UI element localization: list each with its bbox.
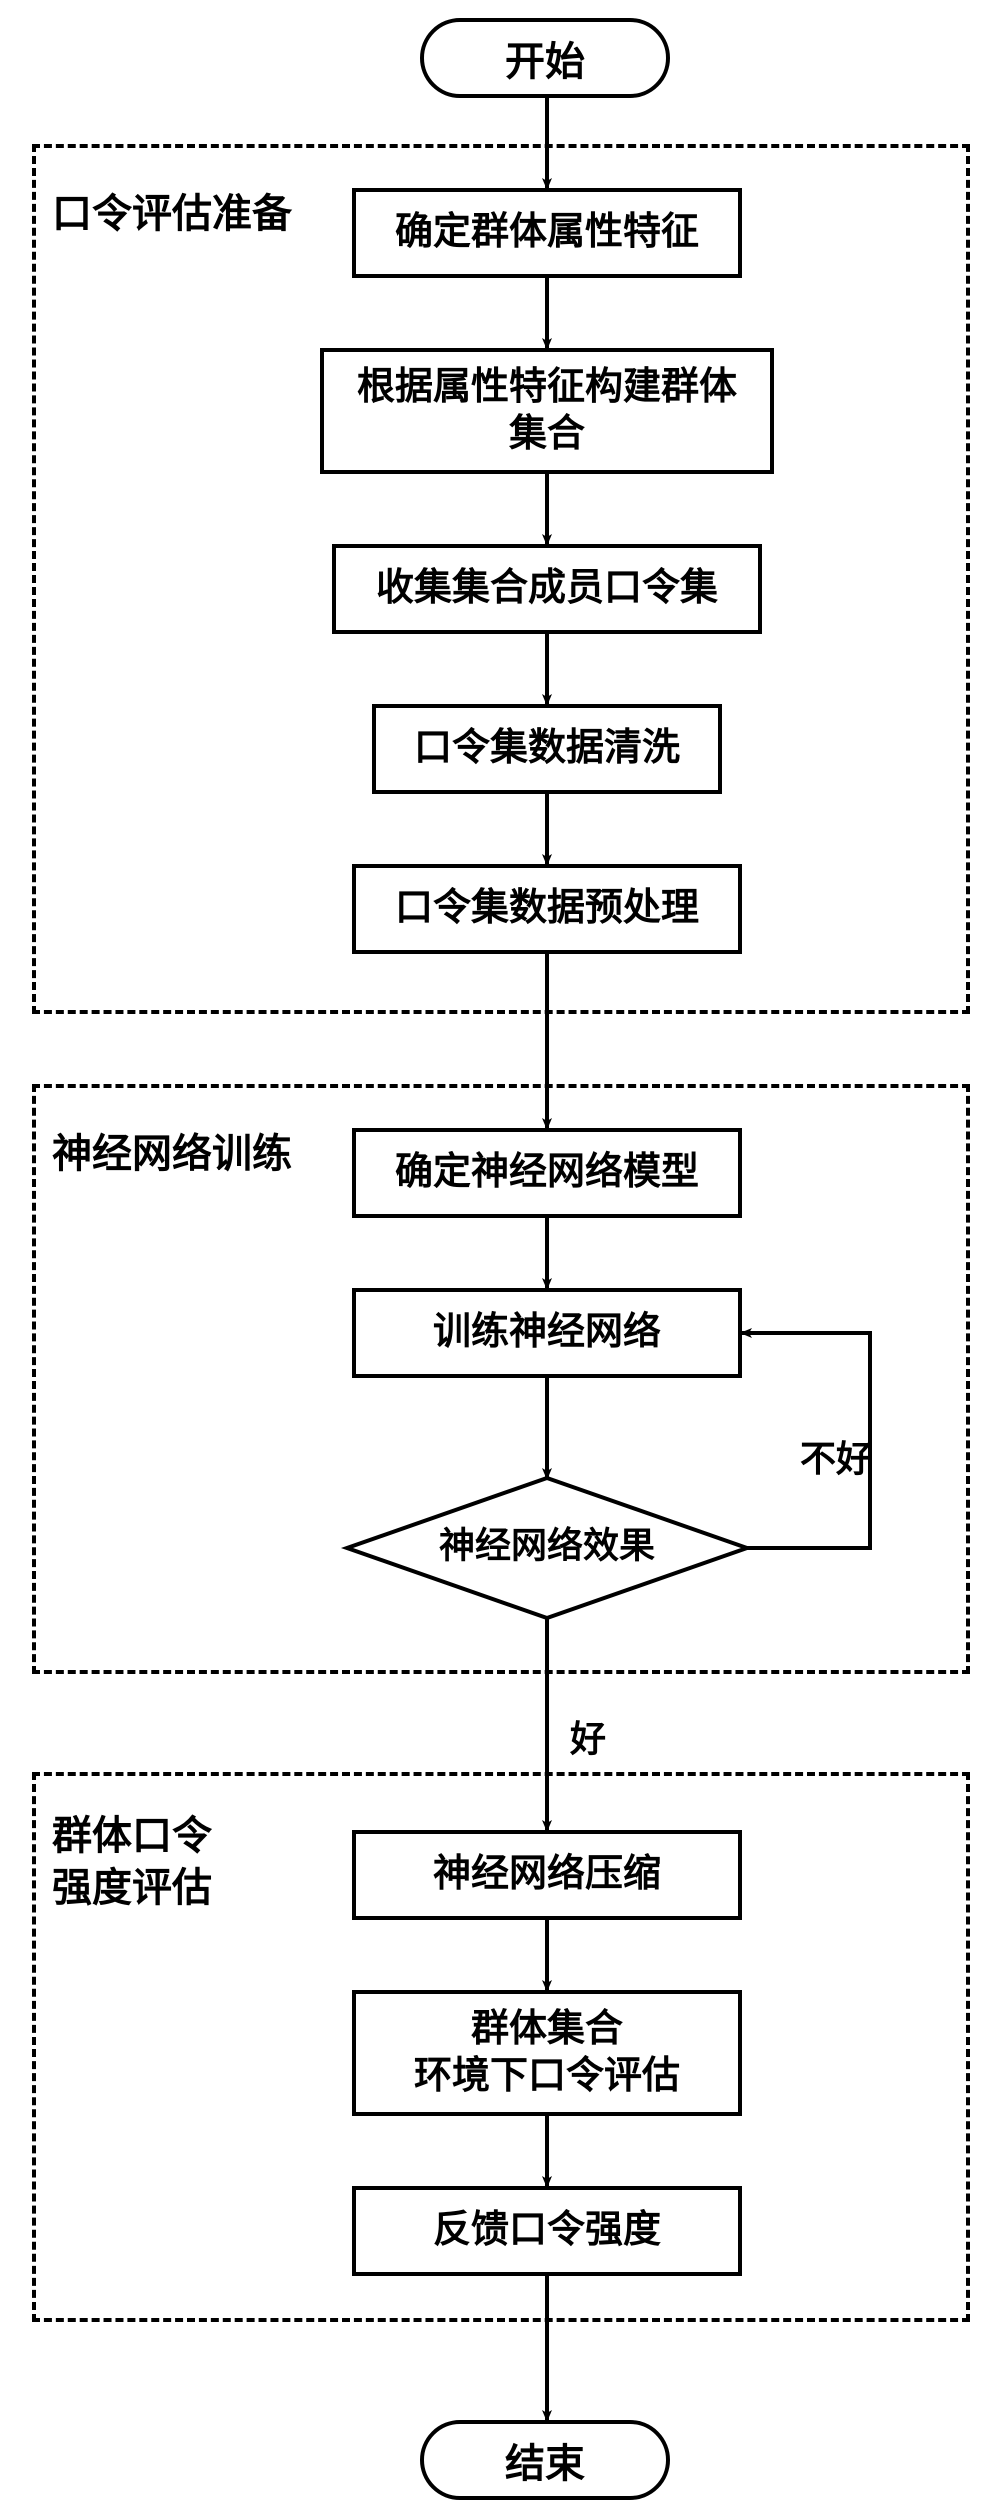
process-p5: 口令集数据预处理 [352, 864, 742, 954]
section-label-s3: 群体口令强度评估 [52, 1810, 212, 1914]
process-p3: 收集集合成员口令集 [332, 544, 762, 634]
process-p5-label: 口令集数据预处理 [395, 885, 699, 933]
process-p2: 根据属性特征构建群体集合 [320, 348, 774, 474]
process-p1: 确定群体属性特征 [352, 188, 742, 278]
process-p1-label: 确定群体属性特征 [395, 209, 699, 257]
edge-label-bad: 不好 [800, 1430, 872, 1482]
process-p6: 确定神经网络模型 [352, 1128, 742, 1218]
process-p4: 口令集数据清洗 [372, 704, 722, 794]
process-p9-label: 群体集合环境下口令评估 [414, 2006, 680, 2101]
process-p7: 训练神经网络 [352, 1288, 742, 1378]
end-terminator-label: 结束 [505, 2431, 585, 2489]
flowchart-canvas: 神经网络效果 口令评估准备神经网络训练群体口令强度评估开始结束确定群体属性特征根… [0, 0, 1002, 2519]
process-p2-label: 根据属性特征构建群体集合 [357, 364, 737, 459]
process-p6-label: 确定神经网络模型 [395, 1149, 699, 1197]
process-p4-label: 口令集数据清洗 [414, 725, 680, 773]
end-terminator: 结束 [420, 2420, 670, 2500]
process-p8: 神经网络压缩 [352, 1830, 742, 1920]
process-p9: 群体集合环境下口令评估 [352, 1990, 742, 2116]
section-label-s1: 口令评估准备 [52, 188, 292, 240]
start-terminator-label: 开始 [505, 29, 585, 87]
process-p7-label: 训练神经网络 [433, 1309, 661, 1357]
process-p10-label: 反馈口令强度 [433, 2207, 661, 2255]
edge-label-good: 好 [570, 1710, 606, 1762]
section-label-s2: 神经网络训练 [52, 1128, 292, 1180]
process-p3-label: 收集集合成员口令集 [376, 565, 718, 613]
process-p8-label: 神经网络压缩 [433, 1851, 661, 1899]
process-p10: 反馈口令强度 [352, 2186, 742, 2276]
start-terminator: 开始 [420, 18, 670, 98]
